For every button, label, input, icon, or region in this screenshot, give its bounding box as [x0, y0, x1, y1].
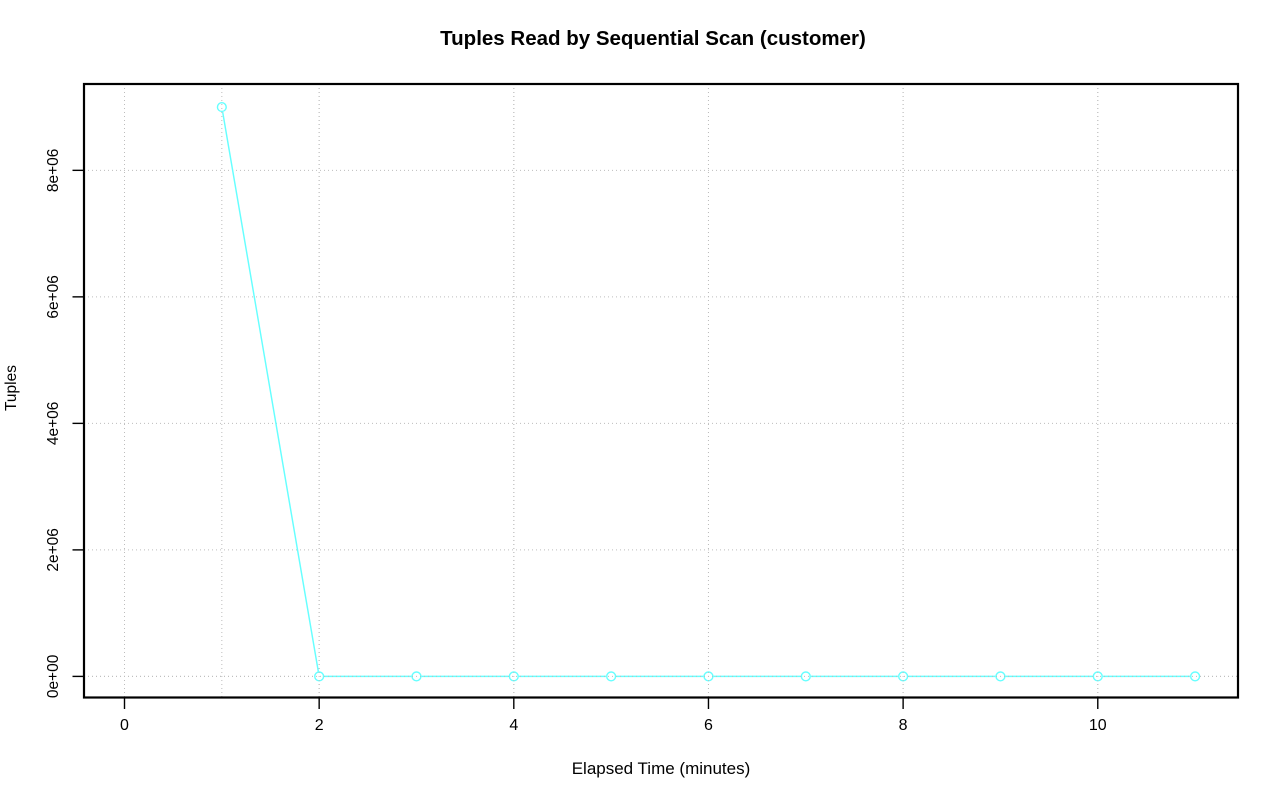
svg-text:4: 4: [509, 717, 518, 734]
svg-text:0e+00: 0e+00: [45, 654, 62, 698]
svg-text:Elapsed Time (minutes): Elapsed Time (minutes): [572, 759, 751, 778]
svg-text:6: 6: [704, 717, 713, 734]
svg-text:6e+06: 6e+06: [45, 275, 62, 319]
svg-text:2e+06: 2e+06: [45, 528, 62, 572]
svg-text:0: 0: [120, 717, 129, 734]
svg-text:8: 8: [899, 717, 908, 734]
svg-text:Tuples: Tuples: [3, 365, 20, 411]
svg-text:2: 2: [315, 717, 324, 734]
svg-text:Tuples Read by Sequential Scan: Tuples Read by Sequential Scan (customer…: [440, 27, 866, 50]
svg-text:8e+06: 8e+06: [45, 149, 62, 193]
svg-text:10: 10: [1089, 717, 1107, 734]
svg-text:4e+06: 4e+06: [45, 402, 62, 446]
